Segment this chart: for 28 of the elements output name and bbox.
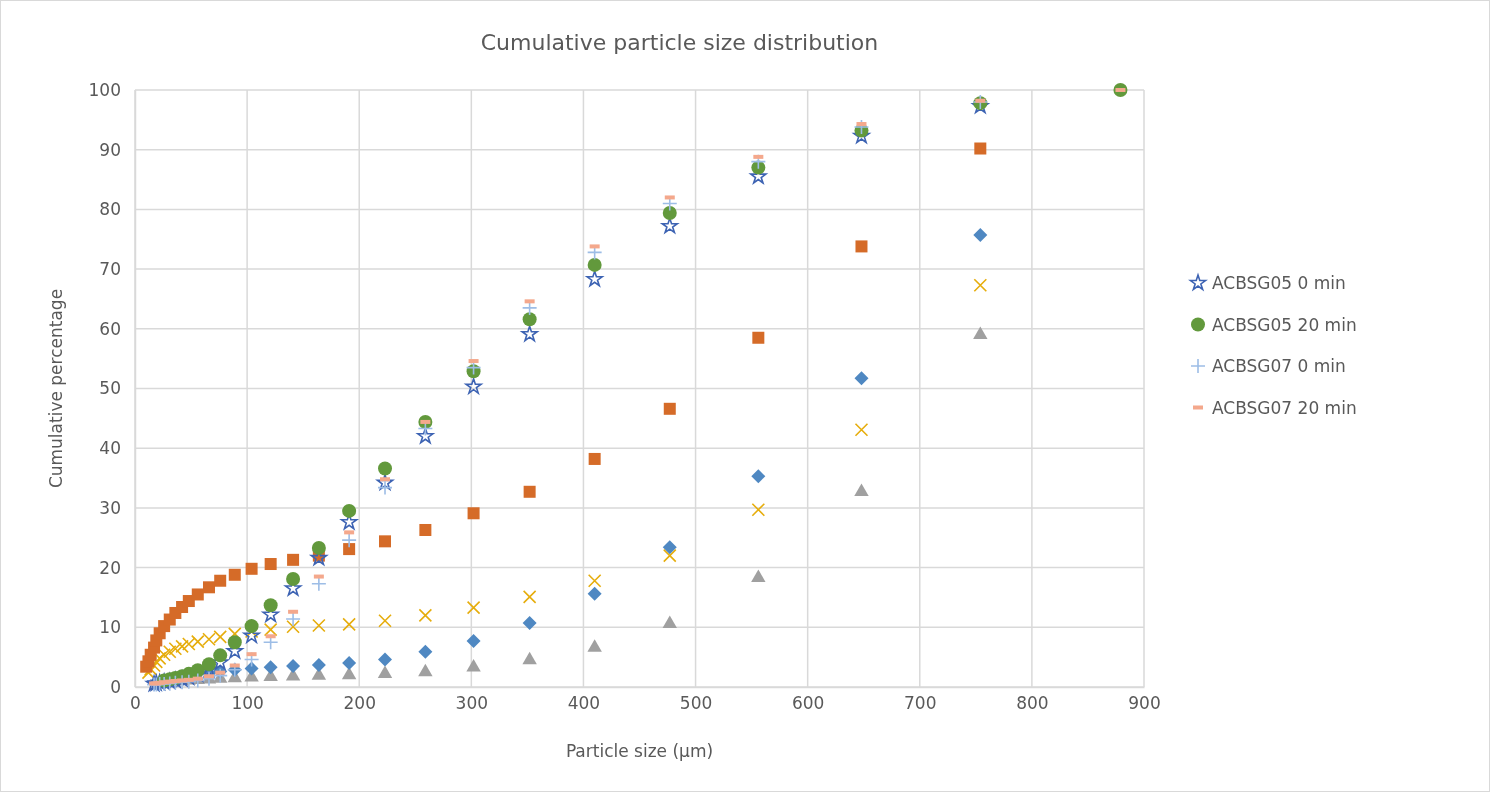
legend-label: ACBSG05 0 min <box>1212 273 1346 293</box>
x-axis-title: Particle size (μm) <box>565 741 714 761</box>
y-tick-label: 30 <box>99 497 121 518</box>
y-axis-title: Cumulative percentage <box>46 288 66 489</box>
x-tick-label: 800 <box>1016 693 1049 714</box>
x-tick-label: 0 <box>130 693 141 714</box>
x-tick-label: 600 <box>791 693 825 714</box>
legend-label: ACBSG07 0 min <box>1212 356 1346 376</box>
y-tick-label: 40 <box>99 438 121 459</box>
x-tick-label: 700 <box>904 693 937 714</box>
y-tick-label: 70 <box>99 259 121 280</box>
y-tick-label: 90 <box>99 139 121 160</box>
chart-title: Cumulative particle size distribution <box>480 30 879 55</box>
y-tick-label: 0 <box>110 676 121 697</box>
x-tick-label: 200 <box>343 693 376 714</box>
y-tick-label: 20 <box>99 557 121 578</box>
y-tick-label: 60 <box>99 318 121 339</box>
y-tick-label: 10 <box>99 617 121 638</box>
legend-label: ACBSG07 20 min <box>1212 397 1357 418</box>
x-tick-label: 400 <box>567 693 601 714</box>
y-tick-label: 80 <box>99 199 121 220</box>
legend-label: ACBSG05 20 min <box>1212 314 1357 335</box>
x-tick-label: 900 <box>1128 693 1161 714</box>
x-tick-label: 500 <box>679 693 713 714</box>
x-tick-label: 100 <box>231 693 264 714</box>
y-tick-label: 100 <box>88 79 121 100</box>
x-tick-label: 300 <box>455 693 489 714</box>
y-tick-label: 50 <box>99 378 121 399</box>
